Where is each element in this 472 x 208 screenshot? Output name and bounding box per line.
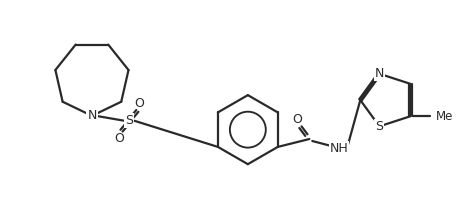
- Text: N: N: [87, 109, 97, 122]
- Text: O: O: [293, 113, 303, 126]
- Text: O: O: [115, 132, 125, 145]
- Text: N: N: [375, 67, 384, 80]
- Text: S: S: [126, 114, 134, 127]
- Text: Me: Me: [436, 110, 453, 123]
- Text: O: O: [135, 97, 144, 110]
- Text: NH: NH: [329, 142, 348, 155]
- Text: S: S: [375, 120, 383, 133]
